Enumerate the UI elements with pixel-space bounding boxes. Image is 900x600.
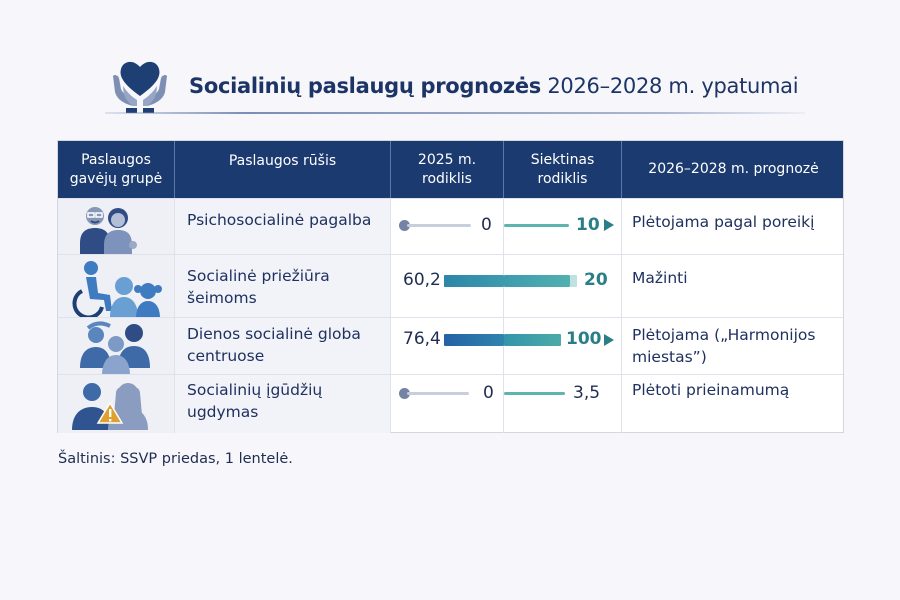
column-header-group: Paslaugos gavėjų grupė (58, 141, 175, 198)
value-2025-cell: 0 (391, 199, 504, 254)
indicator-dot (399, 388, 410, 399)
value-2025: 0 (481, 215, 492, 235)
title-divider (105, 112, 805, 114)
table-row: Socialinė priežiūra šeimoms 60,2 20 Maži… (58, 254, 843, 320)
table-row: Dienos socialinė globa centruose 76,4 10… (58, 317, 843, 375)
value-2025-cell: 60,2 (391, 255, 504, 317)
target-bar (504, 275, 570, 287)
service-name: Dienos socialinė globa centruose (175, 318, 391, 374)
service-name: Psichosocialinė pagalba (175, 199, 391, 254)
family-group-icon (80, 321, 150, 375)
indicator-line (407, 224, 471, 227)
indicator-line (407, 392, 469, 395)
arrow-right-icon (604, 334, 614, 346)
indicator-dot (399, 220, 410, 231)
service-name: Socialinė priežiūra šeimoms (175, 255, 391, 317)
target-cell: 20 (504, 255, 622, 317)
target-value: 100 (566, 329, 602, 349)
title-bar: Socialinių paslaugų prognozės 2026–2028 … (105, 52, 805, 114)
table-row: Psichosocialinė pagalba 0 10 Plėtojama p… (58, 198, 843, 255)
target-value: 20 (584, 270, 608, 290)
value-2025: 76,4 (403, 329, 441, 349)
value-2025: 60,2 (403, 270, 441, 290)
heart-in-hands-icon (113, 61, 167, 113)
page-title: Socialinių paslaugų prognozės 2026–2028 … (189, 74, 799, 98)
target-cell: 10 (504, 199, 622, 254)
target-bar (504, 334, 561, 346)
column-header-forecast: 2026–2028 m. prognozė (648, 161, 819, 177)
value-2025-cell: 76,4 (391, 318, 504, 374)
column-header-service: Paslaugos rūšis (175, 141, 391, 198)
value-bar (444, 334, 504, 346)
arrow-right-icon (604, 219, 614, 231)
value-bar (444, 275, 504, 287)
source-note: Šaltinis: SSVP priedas, 1 lentelė. (58, 451, 293, 467)
target-cell: 3,5 (504, 375, 622, 433)
forecast-text: Plėtojama („Harmonijos miestas”) (632, 326, 816, 366)
target-value: 10 (576, 215, 600, 235)
column-header-target: Siektinas rodiklis (504, 141, 622, 198)
service-name: Socialinių įgūdžių ugdymas (175, 375, 391, 433)
services-forecast-table: Paslaugos gavėjų grupė Paslaugos rūšis 2… (57, 140, 844, 433)
table-row: Socialinių įgūdžių ugdymas 0 3,5 Plėtoti… (58, 374, 843, 433)
target-cell: 100 (504, 318, 622, 374)
table-header: Paslaugos gavėjų grupė Paslaugos rūšis 2… (58, 141, 843, 198)
value-2025: 0 (483, 383, 494, 403)
column-header-2025: 2025 m. rodiklis (391, 141, 504, 198)
target-line (504, 392, 565, 395)
value-2025-cell: 0 (391, 375, 504, 433)
forecast-text: Plėtojama pagal poreikį (632, 213, 815, 231)
forecast-text: Plėtoti prieinamumą (632, 381, 790, 399)
target-value: 3,5 (573, 383, 601, 403)
elderly-couple-icon (80, 207, 137, 255)
at-risk-people-warning-icon (72, 383, 148, 430)
forecast-text: Mažinti (632, 269, 688, 287)
target-line (504, 224, 569, 227)
disabled-family-icon (72, 261, 162, 320)
